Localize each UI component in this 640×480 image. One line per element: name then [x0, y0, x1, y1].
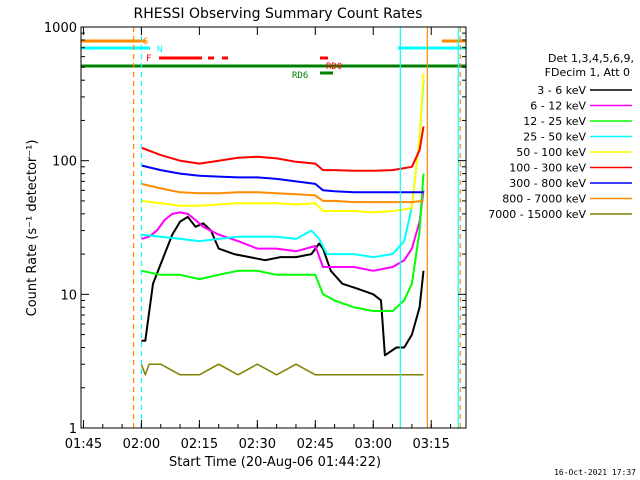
- plot-frame: [80, 26, 467, 429]
- legend-label: 7000 - 15000 keV: [488, 208, 586, 221]
- chart-title: RHESSI Observing Summary Count Rates: [134, 6, 423, 22]
- series-line-2: [141, 190, 425, 272]
- legend-label: 800 - 7000 keV: [502, 193, 586, 206]
- x-tick-label: 02:15: [181, 437, 218, 452]
- legend-label: 6 - 12 keV: [530, 100, 586, 113]
- timestamp: 16-Oct-2021 17:37: [554, 468, 636, 477]
- series-line-8: [141, 182, 424, 204]
- x-tick-label: 03:00: [355, 437, 392, 452]
- legend-label: 12 - 25 keV: [523, 115, 586, 128]
- series-line-7: [141, 164, 424, 194]
- y-tick-label: 1: [69, 422, 77, 437]
- y-tick-label: 1000: [44, 21, 77, 36]
- legend-header-line-2: FDecim 1, Att 0: [545, 66, 630, 79]
- flag-label-f: F: [146, 54, 151, 64]
- series-line-1: [141, 215, 425, 357]
- series-line-4: [141, 80, 425, 259]
- flag-label-s: S: [143, 37, 148, 47]
- legend-label: 50 - 100 keV: [516, 146, 586, 159]
- flag-layer: SNF RD0 RD6: [81, 37, 466, 81]
- series-layer: [140, 73, 425, 376]
- x-tick-label: 02:45: [297, 437, 334, 452]
- legend: 3 - 6 keV 6 - 12 keV 12 - 25 keV 25 - 50 ke…: [488, 84, 632, 221]
- y-tick-label: 100: [52, 155, 77, 170]
- legend-label: 300 - 800 keV: [509, 177, 586, 190]
- series-line-9: [140, 363, 424, 376]
- legend-label: 100 - 300 keV: [509, 162, 586, 175]
- x-tick-label: 02:00: [123, 437, 160, 452]
- flag-label-rd0: RD0: [326, 62, 342, 72]
- flag-label-n: N: [157, 45, 162, 55]
- legend-label: 25 - 50 keV: [523, 131, 586, 144]
- x-axis-label: Start Time (20-Aug-06 01:44:22): [169, 455, 381, 470]
- x-axis-ticks: 01:45 02:00 02:15 02:30 02:45 03:00 03:15: [65, 27, 452, 452]
- y-axis-label: Count Rate (s⁻¹ detector⁻¹): [25, 140, 40, 317]
- flag-label-rd6: RD6: [292, 71, 308, 81]
- series-line-3: [141, 173, 425, 312]
- series-line-6: [141, 126, 425, 172]
- x-tick-label: 02:30: [239, 437, 276, 452]
- y-axis-ticks: 1 10 100 1000: [44, 21, 466, 437]
- y-tick-label: 10: [60, 288, 77, 303]
- vline-layer: [133, 27, 461, 428]
- series-line-5: [141, 73, 425, 214]
- legend-header-line-1: Det 1,3,4,5,6,9,: [548, 52, 634, 65]
- legend-label: 3 - 6 keV: [537, 84, 586, 97]
- x-tick-label: 03:15: [412, 437, 449, 452]
- x-tick-label: 01:45: [65, 437, 102, 452]
